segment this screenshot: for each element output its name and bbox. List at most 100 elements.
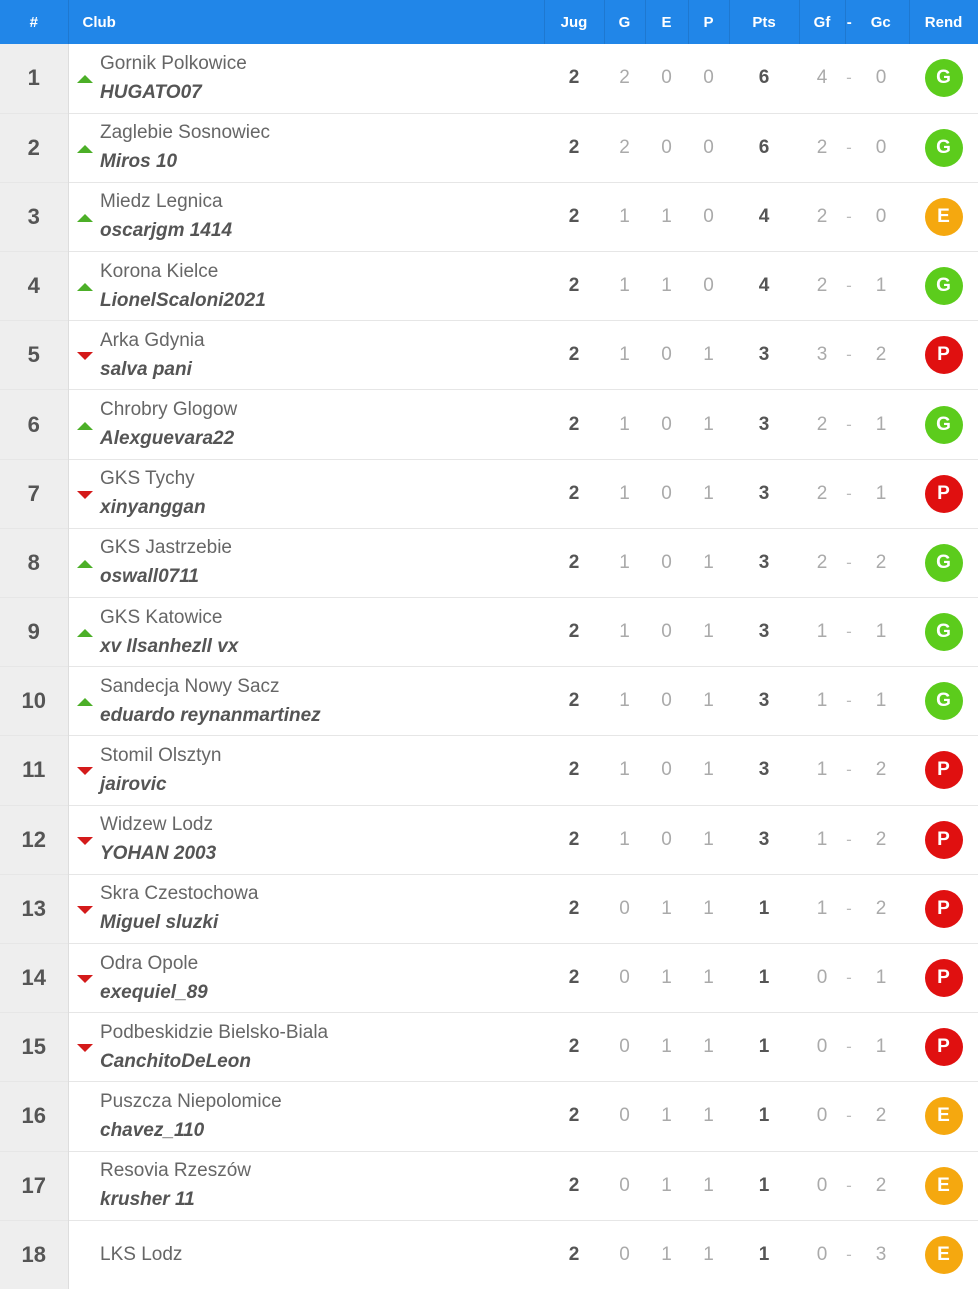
header-points[interactable]: Pts [729,0,800,44]
club-cell[interactable]: Korona Kielce LionelScaloni2021 [100,252,544,321]
table-row[interactable]: 16 Puszcza Niepolomice chavez_110 2 0 1 1 1 0-2 E [0,1081,978,1151]
club-name[interactable]: Podbeskidzie Bielsko-Biala [100,1021,329,1043]
club-name[interactable]: Arka Gdynia [100,329,205,351]
manager-name[interactable]: oscarjgm 1414 [100,220,233,242]
table-row[interactable]: 18 LKS Lodz 2 0 1 1 1 0-3 E [0,1220,978,1289]
manager-name[interactable]: krusher 11 [100,1189,195,1211]
form-badge[interactable]: P [924,959,963,998]
form-badge[interactable]: P [924,889,963,928]
header-goals-against[interactable]: Gc [853,0,910,44]
form-badge[interactable]: E [924,197,963,236]
club-cell[interactable]: Stomil Olsztyn jairovic [100,736,544,805]
goals-against-value: 1 [875,690,887,712]
club-cell[interactable]: Widzew Lodz YOHAN 2003 [100,805,544,874]
table-row[interactable]: 15 Podbeskidzie Bielsko-Biala CanchitoDeLe… [0,1012,978,1082]
manager-name[interactable]: YOHAN 2003 [100,843,217,865]
club-name[interactable]: Resovia Rzeszów [100,1160,251,1182]
club-name[interactable]: Sandecja Nowy Sacz [100,675,280,697]
club-name[interactable]: Puszcza Niepolomice [100,1090,282,1112]
table-row[interactable]: 2 Zaglebie Sosnowiec Miros 10 2 2 0 0 6 2-0 G [0,113,978,183]
club-cell[interactable]: Gornik Polkowice HUGATO07 [100,44,544,113]
table-row[interactable]: 10 Sandecja Nowy Sacz eduardo reynanmartin… [0,666,978,736]
club-cell[interactable]: Miedz Legnica oscarjgm 1414 [100,182,544,251]
form-badge[interactable]: P [924,474,963,513]
table-row[interactable]: 4 Korona Kielce LionelScaloni2021 2 1 1 0 4 2-1 G [0,251,978,321]
club-cell[interactable]: GKS Jastrzebie oswall0711 [100,528,544,597]
table-row[interactable]: 12 Widzew Lodz YOHAN 2003 2 1 0 1 3 1-2 P [0,805,978,875]
club-name[interactable]: Zaglebie Sosnowiec [100,122,271,144]
form-badge[interactable]: G [924,128,963,167]
table-row[interactable]: 7 GKS Tychy xinyanggan 2 1 0 1 3 2-1 P [0,459,978,529]
club-cell[interactable]: Podbeskidzie Bielsko-Biala CanchitoDeLeon [100,1013,544,1082]
table-row[interactable]: 9 GKS Katowice xv Ilsanhezll vx 2 1 0 1 3 1-1 G [0,597,978,667]
form-badge[interactable]: G [924,267,963,306]
header-lost[interactable]: P [688,0,730,44]
manager-name[interactable]: salva pani [100,358,192,380]
club-name[interactable]: Odra Opole [100,952,199,974]
table-row[interactable]: 11 Stomil Olsztyn jairovic 2 1 0 1 3 1-2 P [0,735,978,806]
table-row[interactable]: 17 Resovia Rzeszów krusher 11 2 0 1 1 1 0-2 E [0,1151,978,1221]
manager-name[interactable]: chavez_110 [100,1119,205,1141]
club-cell[interactable]: Arka Gdynia salva pani [100,321,544,390]
manager-name[interactable]: xinyanggan [100,497,206,519]
manager-name[interactable]: exequiel_89 [100,981,208,1003]
header-played[interactable]: Jug [544,0,605,44]
manager-name[interactable]: LionelScaloni2021 [100,289,266,311]
club-name[interactable]: Korona Kielce [100,260,219,282]
form-badge[interactable]: P [924,820,963,859]
club-cell[interactable]: LKS Lodz [100,1220,544,1289]
manager-name[interactable]: Alexguevara22 [100,428,235,450]
manager-name[interactable]: Miguel sluzki [100,912,219,934]
header-won[interactable]: G [604,0,646,44]
club-name[interactable]: Miedz Legnica [100,191,223,213]
header-club[interactable]: Club [68,0,545,44]
table-row[interactable]: 3 Miedz Legnica oscarjgm 1414 2 1 1 0 4 2-0 E [0,182,978,252]
form-badge[interactable]: G [924,59,963,98]
manager-name[interactable]: HUGATO07 [100,81,202,103]
club-name[interactable]: Widzew Lodz [100,814,213,836]
club-name[interactable]: Chrobry Glogow [100,399,238,421]
club-cell[interactable]: GKS Tychy xinyanggan [100,459,544,528]
club-cell[interactable]: Puszcza Niepolomice chavez_110 [100,1082,544,1151]
manager-name[interactable]: oswall0711 [100,566,199,588]
club-cell[interactable]: Odra Opole exequiel_89 [100,943,544,1012]
club-cell[interactable]: Chrobry Glogow Alexguevara22 [100,390,544,459]
club-cell[interactable]: Zaglebie Sosnowiec Miros 10 [100,113,544,182]
manager-name[interactable]: eduardo reynanmartinez [100,704,321,726]
form-badge[interactable]: E [924,1166,963,1205]
form-badge[interactable]: P [924,336,963,375]
header-form[interactable]: Rend [909,0,978,44]
form-badge[interactable]: G [924,543,963,582]
table-row[interactable]: 13 Skra Czestochowa Miguel sluzki 2 0 1 1 1 1-2 P [0,874,978,944]
manager-name[interactable]: xv Ilsanhezll vx [100,635,239,657]
manager-name[interactable]: Miros 10 [100,151,178,173]
form-badge[interactable]: G [924,405,963,444]
table-row[interactable]: 14 Odra Opole exequiel_89 2 0 1 1 1 0-1 P [0,943,978,1013]
club-name[interactable]: Stomil Olsztyn [100,744,222,766]
club-name[interactable]: GKS Tychy [100,468,195,490]
club-cell[interactable]: Skra Czestochowa Miguel sluzki [100,874,544,943]
form-badge[interactable]: P [924,1028,963,1067]
form-badge[interactable]: E [924,1235,963,1274]
club-cell[interactable]: GKS Katowice xv Ilsanhezll vx [100,598,544,667]
header-drawn[interactable]: E [645,0,689,44]
table-row[interactable]: 8 GKS Jastrzebie oswall0711 2 1 0 1 3 2-2 G [0,528,978,598]
club-name[interactable]: GKS Katowice [100,606,223,628]
club-name[interactable]: LKS Lodz [100,1243,183,1265]
form-badge[interactable]: G [924,613,963,652]
form-badge[interactable]: E [924,1097,963,1136]
header-position[interactable]: # [0,0,69,44]
club-cell[interactable]: Sandecja Nowy Sacz eduardo reynanmartinez [100,667,544,736]
manager-name[interactable]: CanchitoDeLeon [100,1050,251,1072]
table-row[interactable]: 5 Arka Gdynia salva pani 2 1 0 1 3 3-2 P [0,320,978,390]
club-cell[interactable]: Resovia Rzeszów krusher 11 [100,1151,544,1220]
table-row[interactable]: 1 Gornik Polkowice HUGATO07 2 2 0 0 6 4- 0 G [0,44,978,114]
form-badge[interactable]: G [924,682,963,721]
club-name[interactable]: Gornik Polkowice [100,52,247,74]
header-goals-for[interactable]: Gf [799,0,846,44]
form-badge[interactable]: P [924,751,963,790]
club-name[interactable]: GKS Jastrzebie [100,537,232,559]
table-row[interactable]: 6 Chrobry Glogow Alexguevara22 2 1 0 1 3 2-1 G [0,389,978,460]
club-name[interactable]: Skra Czestochowa [100,883,259,905]
manager-name[interactable]: jairovic [100,773,167,795]
